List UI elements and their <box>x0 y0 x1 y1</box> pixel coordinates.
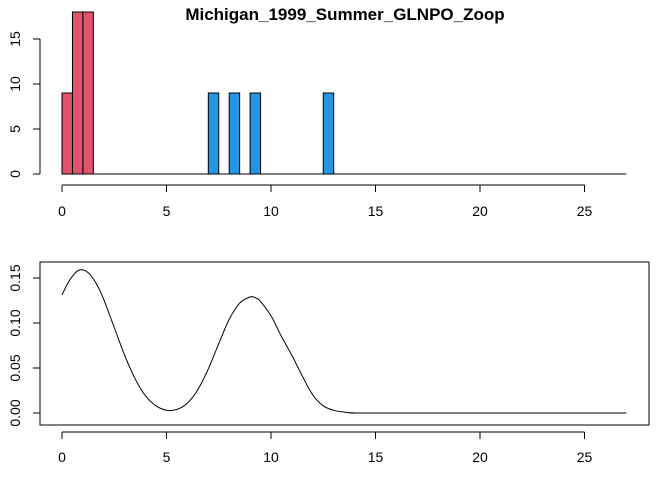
density-plot-frame <box>39 261 650 426</box>
density-curve <box>61 269 627 414</box>
density-y-tick-label: 0.15 <box>7 264 23 291</box>
histogram-bar-3 <box>207 92 220 175</box>
histogram-y-tick-label: 10 <box>7 76 23 92</box>
density-x-tick-label: 10 <box>263 449 279 465</box>
histogram-panel: 0 5 10 15 20 25 0 5 10 15 <box>7 11 627 219</box>
density-x-tick-label: 5 <box>163 449 171 465</box>
histogram-bar-6 <box>322 92 335 175</box>
histogram-x-tick-label: 20 <box>472 203 488 219</box>
histogram-y-tick-label: 5 <box>7 125 23 133</box>
histogram-x-tick-label: 25 <box>577 203 593 219</box>
density-x-tick-label: 25 <box>577 449 593 465</box>
density-y-tick-label: 0.00 <box>7 399 23 426</box>
density-x-tick-label: 15 <box>368 449 384 465</box>
histogram-y-tick-label: 0 <box>7 170 23 178</box>
histogram-bar-2 <box>82 11 94 175</box>
density-x-tick-label: 0 <box>58 449 66 465</box>
density-y-tick-label: 0.05 <box>7 354 23 381</box>
histogram-x-tick-label: 10 <box>263 203 279 219</box>
histogram-bar-5 <box>249 92 262 175</box>
histogram-bar-1 <box>71 11 84 175</box>
histogram-x-tick-label: 0 <box>58 203 66 219</box>
histogram-x-tick-label: 5 <box>163 203 171 219</box>
density-panel: 0 5 10 15 20 25 0.00 0.05 0.10 0.15 <box>7 261 650 465</box>
density-x-tick-label: 20 <box>472 449 488 465</box>
histogram-x-tick-label: 15 <box>368 203 384 219</box>
histogram-bar-0 <box>61 92 73 175</box>
histogram-y-tick-label: 15 <box>7 31 23 47</box>
chart-title: Michigan_1999_Summer_GLNPO_Zoop <box>185 5 504 24</box>
density-y-tick-label: 0.10 <box>7 309 23 336</box>
histogram-bar-4 <box>228 92 241 175</box>
